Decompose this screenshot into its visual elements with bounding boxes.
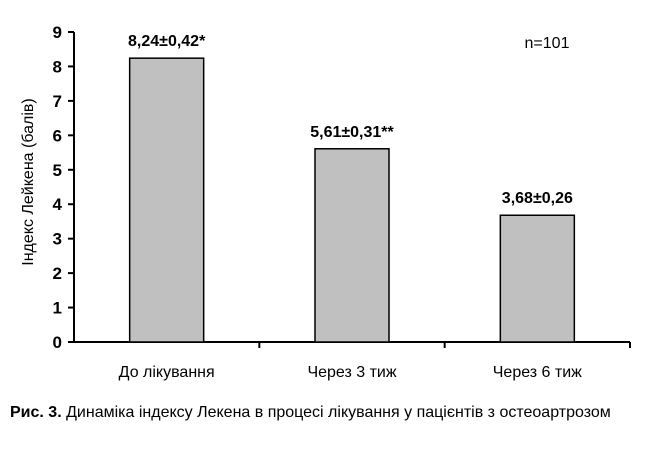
y-tick-label: 2 [53, 264, 62, 283]
y-tick-label: 7 [53, 92, 62, 111]
y-tick-label: 9 [53, 23, 62, 42]
y-tick-label: 4 [53, 195, 63, 214]
y-tick-label: 1 [53, 299, 62, 318]
bar [499, 214, 576, 343]
sample-size-note: n=101 [525, 35, 570, 52]
bar-value-label: 8,24±0,42* [128, 33, 206, 50]
y-tick-label: 5 [53, 161, 62, 180]
y-tick-label: 0 [53, 333, 62, 352]
bar [128, 57, 205, 343]
bars [128, 57, 576, 343]
y-tick-label: 3 [53, 230, 62, 249]
category-label: Через 3 тиж [307, 364, 396, 381]
bar-chart: 0 1 2 3 4 5 6 7 8 9 8,24±0,42* 5,61±0,31** 3,68±0,2… [20, 23, 631, 381]
caption-text: Динаміка індексу Лекена в процесі лікува… [66, 404, 611, 421]
y-tick-label: 8 [53, 57, 62, 76]
y-tick-label: 6 [53, 126, 62, 145]
category-labels: До лікування Через 3 тиж Через 6 тиж [119, 364, 583, 381]
data-labels: 8,24±0,42* 5,61±0,31** 3,68±0,26 [128, 33, 573, 207]
category-label: До лікування [119, 364, 215, 381]
y-axis-ticks: 0 1 2 3 4 5 6 7 8 9 [53, 23, 74, 352]
category-label: Через 6 тиж [493, 364, 582, 381]
y-axis-label: Індекс Лейкена (балів) [20, 98, 37, 265]
bar [314, 148, 390, 343]
bar-value-label: 5,61±0,31** [310, 124, 394, 141]
caption-prefix: Рис. 3. [10, 404, 62, 421]
figure-caption: Рис. 3. Динаміка індексу Лекена в процес… [10, 402, 646, 424]
bar-value-label: 3,68±0,26 [502, 190, 573, 207]
